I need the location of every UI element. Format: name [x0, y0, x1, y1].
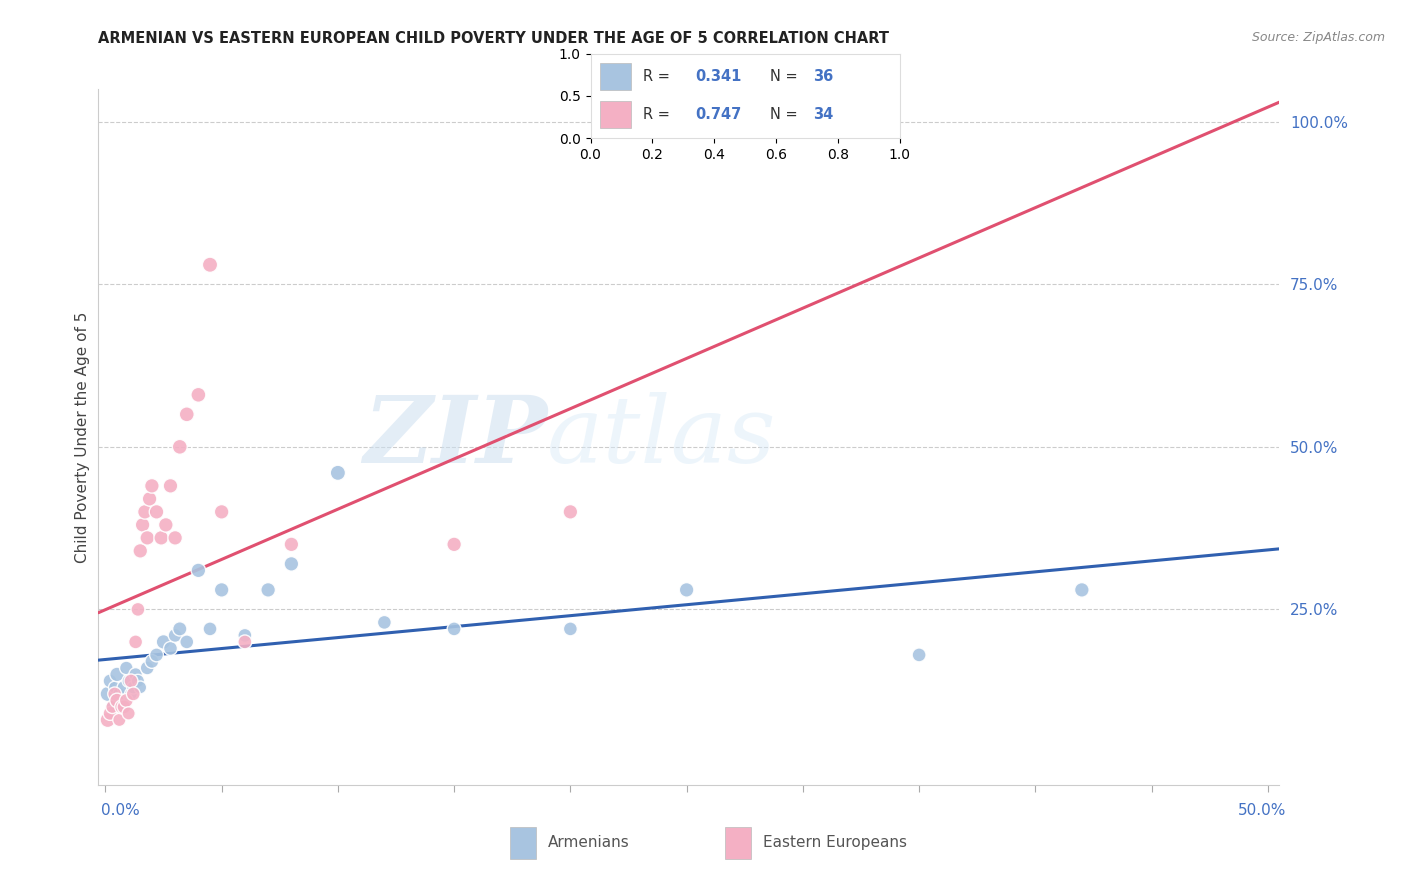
Point [124, 667, 146, 681]
Point [159, 479, 181, 493]
Point [136, 661, 159, 675]
Point [117, 673, 139, 688]
Point [112, 700, 135, 714]
Point [145, 648, 167, 662]
Point [124, 635, 146, 649]
Text: 0.747: 0.747 [696, 107, 742, 122]
Text: ZIP: ZIP [363, 392, 547, 482]
Point [198, 258, 221, 272]
Point [187, 388, 209, 402]
Point [443, 622, 465, 636]
Point [98, 673, 121, 688]
Point [122, 687, 145, 701]
Text: Armenians: Armenians [548, 836, 630, 850]
Point [211, 505, 233, 519]
Point [101, 700, 124, 714]
Point [159, 641, 181, 656]
Text: atlas: atlas [547, 392, 776, 482]
Point [127, 602, 149, 616]
Y-axis label: Child Poverty Under the Age of 5: Child Poverty Under the Age of 5 [75, 311, 90, 563]
Point [169, 440, 191, 454]
Text: 50.0%: 50.0% [1239, 803, 1286, 818]
Point [198, 622, 221, 636]
Point [150, 531, 173, 545]
Text: N =: N = [770, 107, 803, 122]
Point [115, 693, 138, 707]
Point [131, 517, 153, 532]
Text: R =: R = [643, 107, 675, 122]
Point [176, 407, 198, 421]
Text: R =: R = [643, 69, 675, 84]
Point [373, 615, 395, 630]
Point [97, 713, 120, 727]
Point [141, 479, 163, 493]
Point [560, 505, 582, 519]
Point [141, 654, 163, 668]
Point [101, 700, 124, 714]
Point [98, 706, 121, 721]
Point [176, 635, 198, 649]
Text: 0.0%: 0.0% [101, 803, 141, 818]
Point [155, 517, 177, 532]
Bar [510, 828, 536, 858]
Point [280, 557, 302, 571]
Point [138, 491, 160, 506]
Point [111, 693, 134, 707]
Point [169, 622, 191, 636]
Point [105, 693, 128, 707]
Point [136, 531, 159, 545]
Point [97, 687, 120, 701]
Point [104, 687, 127, 701]
Point [280, 537, 302, 551]
Point [112, 681, 135, 695]
Point [120, 687, 142, 701]
Point [108, 687, 131, 701]
Point [122, 681, 145, 695]
Point [105, 667, 128, 681]
Point [165, 531, 187, 545]
Point [145, 505, 167, 519]
Point [104, 681, 127, 695]
Text: 0.341: 0.341 [696, 69, 742, 84]
Point [443, 537, 465, 551]
Point [134, 505, 156, 519]
Text: N =: N = [770, 69, 803, 84]
Point [1070, 582, 1092, 597]
Point [129, 681, 152, 695]
Point [152, 635, 174, 649]
Bar [725, 828, 751, 858]
Point [115, 661, 138, 675]
Point [187, 563, 209, 577]
Point [908, 648, 931, 662]
Point [326, 466, 349, 480]
Text: ARMENIAN VS EASTERN EUROPEAN CHILD POVERTY UNDER THE AGE OF 5 CORRELATION CHART: ARMENIAN VS EASTERN EUROPEAN CHILD POVER… [98, 31, 890, 46]
Bar [600, 62, 631, 90]
Point [257, 582, 280, 597]
Point [560, 622, 582, 636]
Text: 34: 34 [813, 107, 834, 122]
Point [120, 673, 142, 688]
Point [111, 700, 134, 714]
Text: 36: 36 [813, 69, 834, 84]
Point [675, 582, 697, 597]
Text: Eastern Europeans: Eastern Europeans [763, 836, 907, 850]
Point [127, 673, 149, 688]
Point [129, 544, 152, 558]
Point [211, 582, 233, 597]
Point [108, 713, 131, 727]
Point [233, 628, 256, 642]
Bar [600, 101, 631, 128]
Point [117, 706, 139, 721]
Text: Source: ZipAtlas.com: Source: ZipAtlas.com [1251, 31, 1385, 45]
Point [233, 635, 256, 649]
Point [165, 628, 187, 642]
